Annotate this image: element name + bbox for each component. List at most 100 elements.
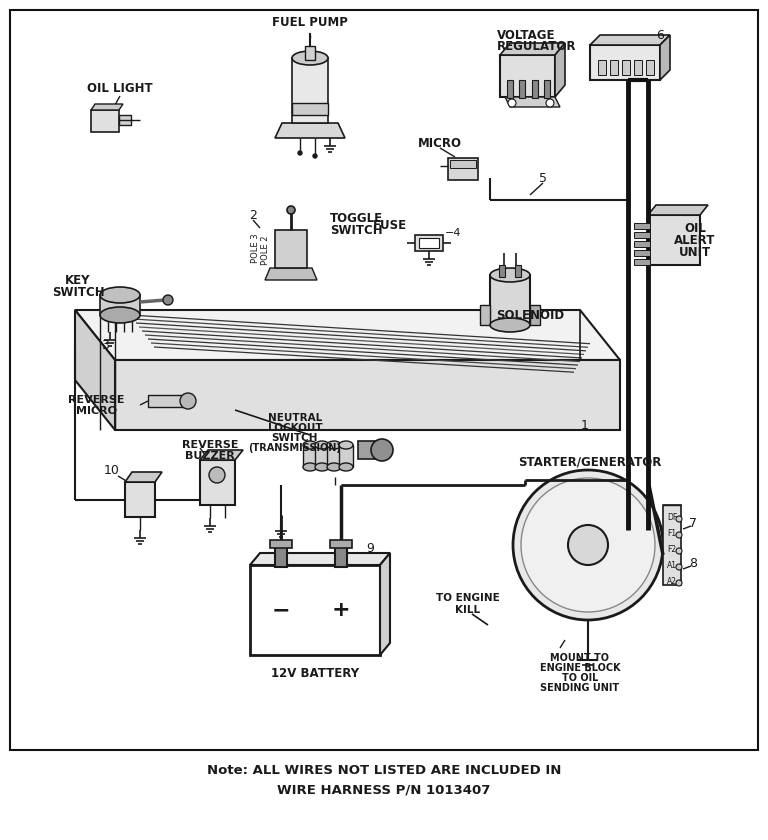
Bar <box>303 445 317 467</box>
Bar <box>532 80 538 98</box>
Text: SOLENOID: SOLENOID <box>496 308 564 322</box>
Bar <box>305 46 315 60</box>
Text: REVERSE: REVERSE <box>68 395 124 405</box>
Text: DF: DF <box>667 512 677 522</box>
Bar <box>507 80 513 98</box>
Polygon shape <box>250 553 390 565</box>
Text: F2: F2 <box>667 544 677 554</box>
Text: WIRE HARNESS P/N 1013407: WIRE HARNESS P/N 1013407 <box>277 784 491 796</box>
Bar <box>515 265 521 277</box>
Polygon shape <box>500 43 565 55</box>
Circle shape <box>508 99 516 107</box>
Text: (TRANSMISSION): (TRANSMISSION) <box>249 443 342 453</box>
Circle shape <box>676 564 682 570</box>
Polygon shape <box>75 310 620 360</box>
Text: TO ENGINE: TO ENGINE <box>436 593 500 603</box>
Text: STARTER/GENERATOR: STARTER/GENERATOR <box>518 455 662 469</box>
Text: −4: −4 <box>445 228 462 238</box>
Bar <box>448 158 478 180</box>
Text: BUZZER: BUZZER <box>185 451 235 461</box>
Text: NEUTRAL: NEUTRAL <box>268 413 322 423</box>
Bar <box>648 215 700 265</box>
Text: TO OIL: TO OIL <box>562 673 598 683</box>
Bar <box>270 540 292 548</box>
Bar <box>634 223 650 229</box>
Polygon shape <box>530 305 540 325</box>
Bar <box>91 110 119 132</box>
Text: REVERSE: REVERSE <box>182 440 238 450</box>
Ellipse shape <box>303 441 317 449</box>
Text: SWITCH: SWITCH <box>51 286 104 298</box>
Text: FUEL PUMP: FUEL PUMP <box>272 15 348 29</box>
Bar <box>634 259 650 265</box>
Polygon shape <box>505 97 560 107</box>
Bar <box>499 265 505 277</box>
Circle shape <box>287 206 295 214</box>
Text: SWITCH: SWITCH <box>272 433 318 443</box>
Text: FUSE: FUSE <box>373 218 407 232</box>
Bar <box>590 45 660 80</box>
Bar <box>500 55 555 97</box>
Text: 2: 2 <box>249 208 257 222</box>
Text: KEY: KEY <box>65 274 91 286</box>
Ellipse shape <box>490 268 530 282</box>
Bar <box>415 235 443 251</box>
Text: TOGGLE: TOGGLE <box>330 212 383 224</box>
Ellipse shape <box>292 51 328 65</box>
Bar <box>663 505 681 585</box>
Polygon shape <box>380 553 390 655</box>
Text: 7: 7 <box>689 517 697 529</box>
Bar <box>292 58 328 123</box>
Bar <box>634 241 650 247</box>
Text: UNIT: UNIT <box>679 245 711 259</box>
Bar <box>598 60 606 75</box>
Text: LOCKOUT: LOCKOUT <box>268 423 323 433</box>
Polygon shape <box>91 104 123 110</box>
Bar <box>490 275 530 325</box>
Bar <box>519 80 525 98</box>
Bar <box>622 60 630 75</box>
Ellipse shape <box>339 463 353 471</box>
Ellipse shape <box>315 441 329 449</box>
Bar <box>419 238 439 248</box>
Text: −: − <box>272 600 290 620</box>
Circle shape <box>521 478 655 612</box>
Bar <box>610 60 618 75</box>
Text: 1: 1 <box>581 418 589 432</box>
Text: A2: A2 <box>667 576 677 585</box>
Polygon shape <box>115 360 620 430</box>
Text: 12V BATTERY: 12V BATTERY <box>271 666 359 680</box>
Polygon shape <box>75 310 115 430</box>
Bar <box>119 115 131 125</box>
Text: KILL: KILL <box>455 605 481 615</box>
Bar <box>292 103 328 115</box>
Bar <box>335 545 347 567</box>
Polygon shape <box>200 450 243 460</box>
Circle shape <box>180 393 196 409</box>
Bar <box>125 482 155 517</box>
Text: 10: 10 <box>104 464 120 476</box>
Text: OIL LIGHT: OIL LIGHT <box>88 81 153 95</box>
Text: ENGINE BLOCK: ENGINE BLOCK <box>540 663 621 673</box>
Polygon shape <box>275 123 345 138</box>
Circle shape <box>546 99 554 107</box>
Bar <box>634 250 650 256</box>
Bar <box>250 565 380 655</box>
Text: REGULATOR: REGULATOR <box>497 39 577 52</box>
Polygon shape <box>660 35 670 80</box>
Ellipse shape <box>327 441 341 449</box>
Text: 3: 3 <box>101 339 109 351</box>
Circle shape <box>298 151 302 155</box>
Text: SWITCH: SWITCH <box>330 223 382 237</box>
Polygon shape <box>265 268 317 280</box>
Bar <box>544 80 550 98</box>
Text: +: + <box>332 600 350 620</box>
Polygon shape <box>480 305 490 325</box>
Ellipse shape <box>327 463 341 471</box>
Text: A1: A1 <box>667 560 677 570</box>
Bar <box>327 445 341 467</box>
Polygon shape <box>148 395 183 407</box>
Bar <box>450 160 476 168</box>
Circle shape <box>676 532 682 538</box>
Text: 6: 6 <box>656 29 664 41</box>
